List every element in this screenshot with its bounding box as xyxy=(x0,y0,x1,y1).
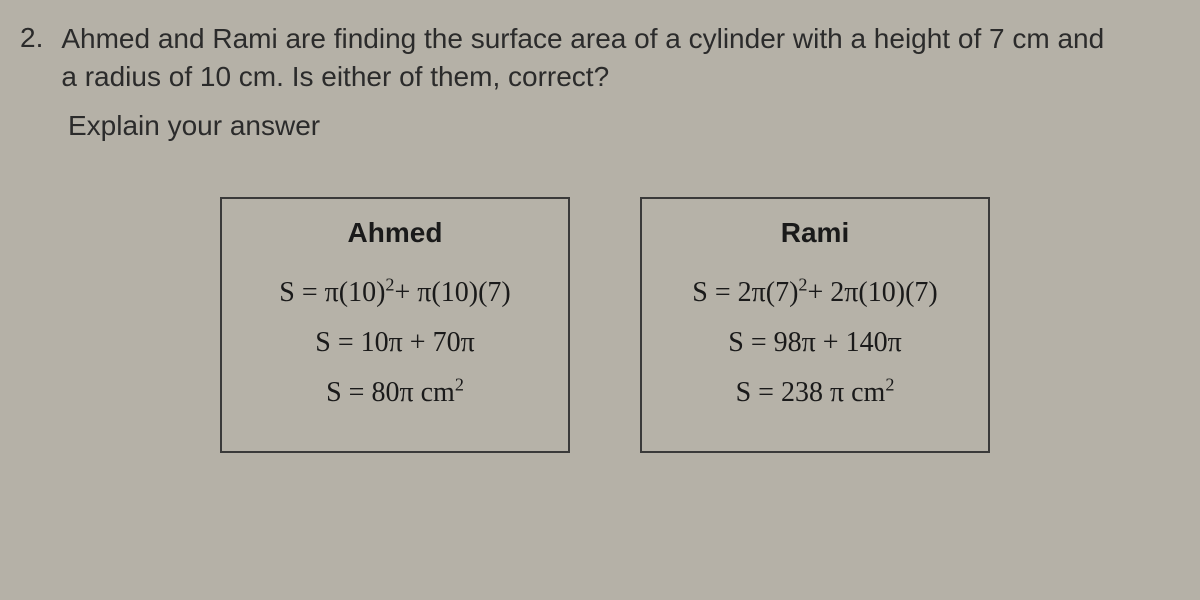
rami-name: Rami xyxy=(652,217,978,249)
worksheet-page: 2. Ahmed and Rami are finding the surfac… xyxy=(0,0,1200,600)
explain-prompt: Explain your answer xyxy=(68,110,1150,142)
question-text-wrap: Ahmed and Rami are finding the surface a… xyxy=(61,20,1104,96)
rami-box: Rami S = 2π(7)2+ 2π(10)(7) S = 98π + 140… xyxy=(640,197,990,453)
ahmed-eq1: S = π(10)2+ π(10)(7) xyxy=(232,277,558,309)
workings-row: Ahmed S = π(10)2+ π(10)(7) S = 10π + 70π… xyxy=(220,197,1150,453)
question-block: 2. Ahmed and Rami are finding the surfac… xyxy=(20,20,1150,96)
ahmed-box: Ahmed S = π(10)2+ π(10)(7) S = 10π + 70π… xyxy=(220,197,570,453)
rami-eq3: S = 238 π cm2 xyxy=(652,377,978,409)
ahmed-eq2: S = 10π + 70π xyxy=(232,327,558,359)
ahmed-eq3: S = 80π cm2 xyxy=(232,377,558,409)
rami-eq1: S = 2π(7)2+ 2π(10)(7) xyxy=(652,277,978,309)
ahmed-name: Ahmed xyxy=(232,217,558,249)
question-number: 2. xyxy=(20,20,43,56)
rami-eq2: S = 98π + 140π xyxy=(652,327,978,359)
question-text-line1: Ahmed and Rami are finding the surface a… xyxy=(61,20,1104,58)
question-text-line2: a radius of 10 cm. Is either of them, co… xyxy=(61,58,1104,96)
